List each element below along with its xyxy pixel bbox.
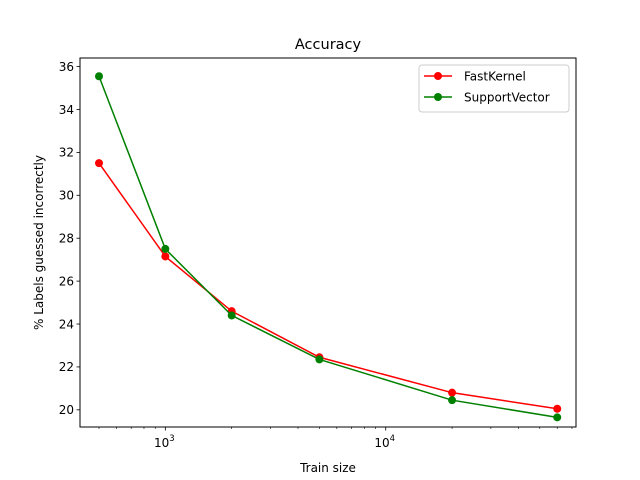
data-point-supportvector (448, 396, 457, 405)
y-tick-label: 20 (59, 403, 74, 417)
data-point-supportvector (315, 355, 324, 364)
y-tick-label: 26 (59, 274, 74, 288)
data-point-supportvector (161, 244, 170, 253)
legend: FastKernel SupportVector (418, 64, 570, 113)
legend-label: SupportVector (464, 91, 550, 105)
y-tick-label: 32 (59, 146, 74, 160)
y-tick-label: 36 (59, 60, 74, 74)
y-tick-label: 22 (59, 360, 74, 374)
chart-title: Accuracy (295, 37, 362, 53)
data-point-fastkernel (448, 388, 457, 397)
y-tick-label: 30 (59, 189, 74, 203)
data-point-fastkernel (553, 404, 562, 413)
series-line-supportvector (98, 75, 558, 419)
data-point-supportvector (227, 311, 236, 320)
x-tick-label: 104 (374, 434, 395, 450)
x-tick-label: 103 (154, 434, 175, 450)
y-tick-label: 24 (59, 317, 74, 331)
data-point-fastkernel (94, 159, 103, 168)
data-point-fastkernel (161, 252, 170, 261)
data-point-supportvector (94, 72, 103, 81)
legend-swatch-marker (434, 72, 442, 80)
legend-swatch-marker (434, 93, 442, 101)
axes-frame (79, 57, 577, 428)
legend-box (418, 64, 570, 113)
y-tick-label: 28 (59, 232, 74, 246)
y-tick-label: 34 (59, 103, 74, 117)
legend-label: FastKernel (464, 70, 526, 84)
series-line-fastkernel (98, 162, 558, 410)
plot-area: 20 22 24 26 28 30 32 34 36 103 104 (59, 60, 573, 450)
x-axis-label: Train size (299, 461, 356, 475)
y-axis-label: % Labels guessed incorrectly (32, 155, 46, 330)
data-point-supportvector (553, 413, 562, 422)
